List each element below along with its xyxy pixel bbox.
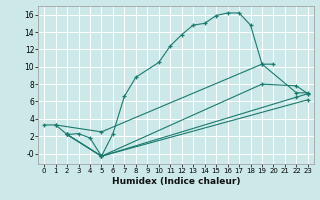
X-axis label: Humidex (Indice chaleur): Humidex (Indice chaleur) [112,177,240,186]
